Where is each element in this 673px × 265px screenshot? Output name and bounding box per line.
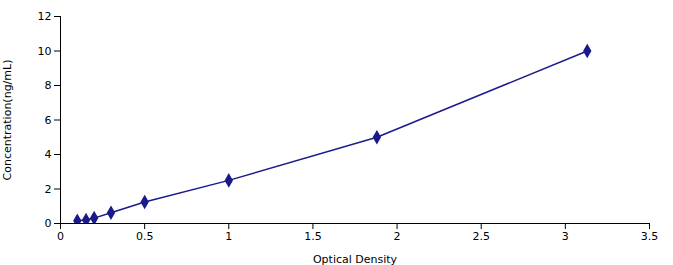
svg-text:2: 2: [394, 230, 401, 243]
svg-text:0: 0: [57, 230, 64, 243]
svg-text:0: 0: [45, 217, 52, 230]
svg-text:4: 4: [45, 148, 52, 161]
svg-text:2: 2: [45, 183, 52, 196]
svg-text:10: 10: [38, 45, 52, 58]
svg-text:0.5: 0.5: [136, 230, 154, 243]
svg-text:Concentration(ng/mL): Concentration(ng/mL): [1, 60, 14, 181]
svg-text:3: 3: [562, 230, 569, 243]
svg-text:6: 6: [45, 114, 52, 127]
svg-text:8: 8: [45, 79, 52, 92]
svg-text:12: 12: [38, 10, 52, 23]
svg-text:3.5: 3.5: [641, 230, 659, 243]
svg-text:2.5: 2.5: [472, 230, 490, 243]
svg-text:Optical Density: Optical Density: [313, 253, 398, 265]
svg-text:1.5: 1.5: [304, 230, 322, 243]
svg-text:1: 1: [225, 230, 232, 243]
